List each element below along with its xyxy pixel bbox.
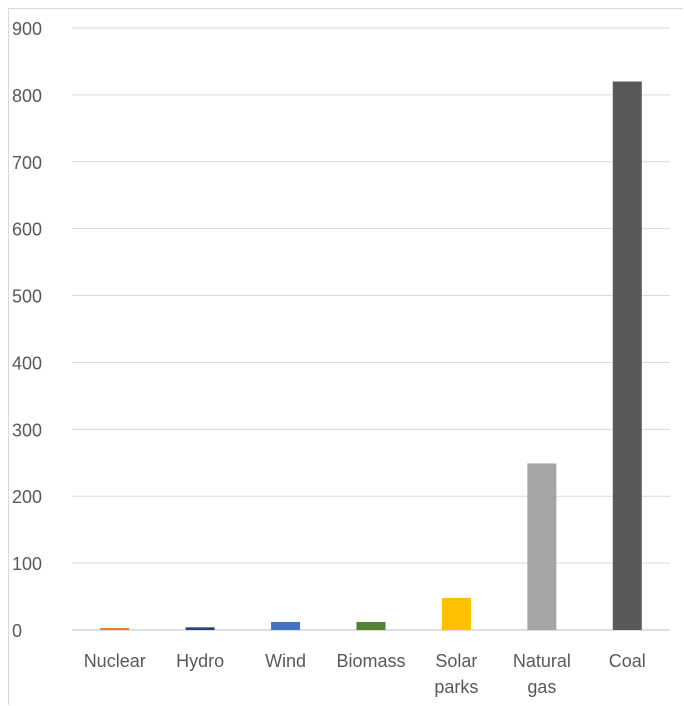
y-tick-label: 600 bbox=[12, 220, 42, 240]
bars bbox=[100, 81, 642, 630]
y-axis-tick-labels: 0 100 200 300 400 500 600 700 800 900 bbox=[12, 19, 42, 641]
x-category-label: parks bbox=[434, 677, 478, 697]
x-category-label: Coal bbox=[609, 651, 646, 671]
gridlines bbox=[72, 27, 670, 631]
x-axis-category-labels: Nuclear Hydro Wind Biomass Solar parks Natural… bbox=[84, 651, 646, 697]
bar bbox=[441, 597, 471, 630]
y-tick-label: 200 bbox=[12, 487, 42, 507]
x-category-label: Natural bbox=[513, 651, 571, 671]
bar bbox=[527, 463, 557, 630]
y-tick-label: 100 bbox=[12, 554, 42, 574]
chart-frame bbox=[8, 8, 683, 705]
x-category-label: Wind bbox=[265, 651, 306, 671]
bar bbox=[271, 621, 301, 630]
y-tick-label: 300 bbox=[12, 420, 42, 440]
y-tick-label: 800 bbox=[12, 86, 42, 106]
y-tick-label: 400 bbox=[12, 353, 42, 373]
x-category-label: Solar bbox=[435, 651, 477, 671]
y-tick-label: 900 bbox=[12, 19, 42, 39]
x-category-label: Hydro bbox=[176, 651, 224, 671]
bar bbox=[356, 621, 386, 630]
y-tick-label: 0 bbox=[12, 621, 22, 641]
y-tick-label: 500 bbox=[12, 287, 42, 307]
x-category-label: gas bbox=[527, 677, 556, 697]
x-category-label: Nuclear bbox=[84, 651, 146, 671]
x-category-label: Biomass bbox=[336, 651, 405, 671]
bar bbox=[612, 81, 642, 630]
y-tick-label: 700 bbox=[12, 153, 42, 173]
bar bbox=[185, 627, 215, 630]
bar bbox=[100, 627, 130, 630]
